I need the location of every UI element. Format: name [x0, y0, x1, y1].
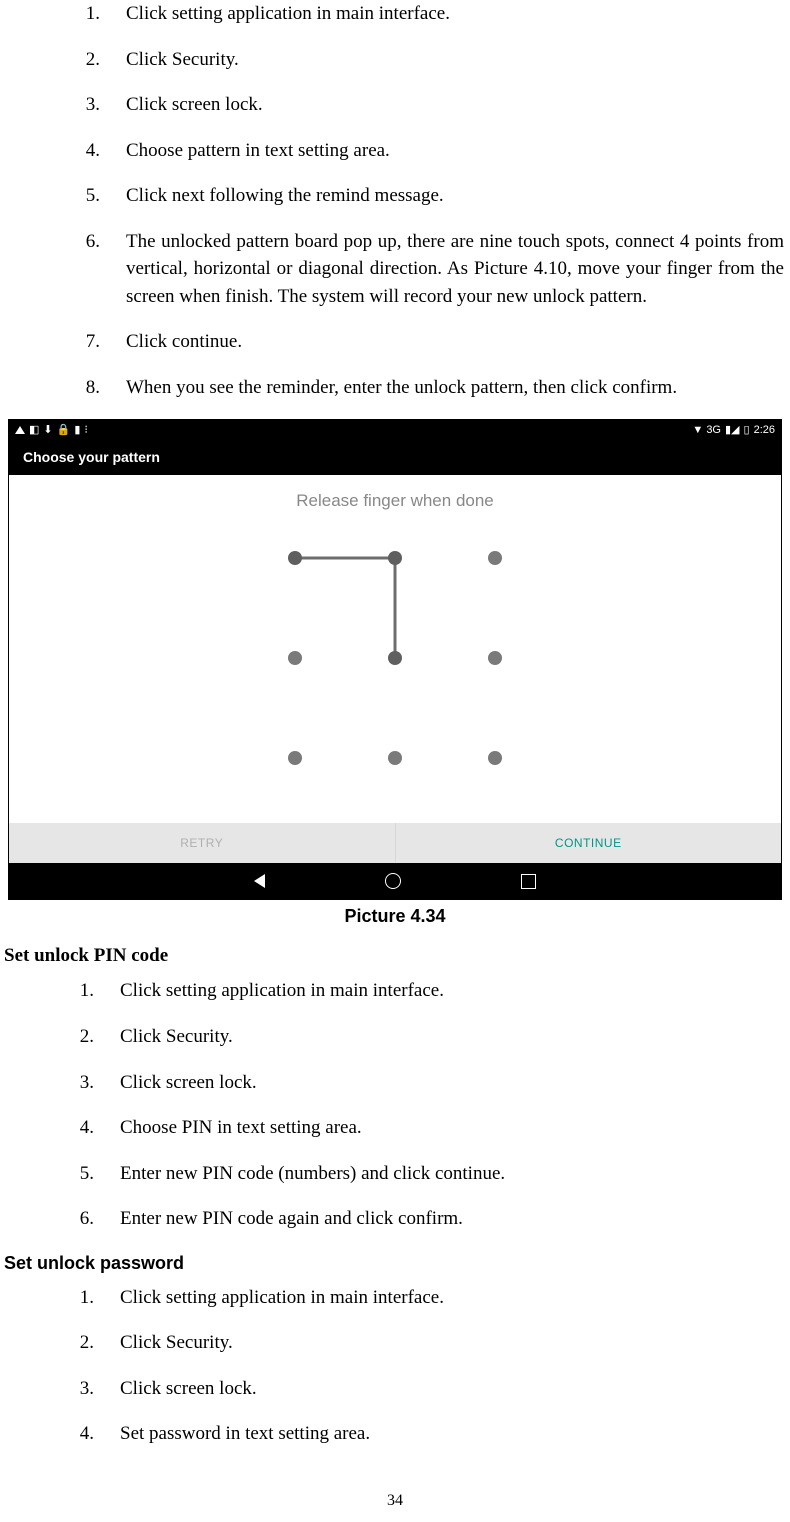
list-text: Click setting application in main interf… — [120, 1284, 444, 1312]
list-num: 3. — [0, 1069, 120, 1097]
pattern-steps-list: 1.Click setting application in main inte… — [0, 0, 790, 419]
list-num: 1. — [0, 1284, 120, 1312]
download-icon: ⬇ — [43, 425, 52, 436]
list-text: Enter new PIN code again and click confi… — [120, 1205, 463, 1233]
pattern-dot[interactable] — [488, 751, 502, 765]
lock-icon: 🔒 — [57, 425, 71, 436]
pattern-dot[interactable] — [388, 651, 402, 665]
password-heading: Set unlock password — [0, 1251, 790, 1284]
list-text: Choose PIN in text setting area. — [120, 1114, 362, 1142]
android-nav-bar — [9, 863, 781, 899]
list-num: 5. — [0, 182, 126, 210]
status-icon: ◧ — [29, 425, 39, 436]
screen-title: Choose your pattern — [9, 440, 781, 475]
pin-steps-list: 1.Click setting application in main inte… — [0, 977, 790, 1250]
list-num: 8. — [0, 374, 126, 402]
list-num: 7. — [0, 328, 126, 356]
status-bar: ◧ ⬇ 🔒 ▮ ⁝ ▼ 3G ▮◢ ▯ 2:26 — [9, 420, 781, 440]
list-num: 6. — [0, 1205, 120, 1233]
continue-button[interactable]: CONTINUE — [395, 823, 782, 863]
pattern-dot[interactable] — [288, 651, 302, 665]
battery-icon: ▮ — [74, 425, 80, 436]
list-num: 3. — [0, 1375, 120, 1403]
battery-icon: ▯ — [744, 425, 750, 436]
list-text: Set password in text setting area. — [120, 1420, 370, 1448]
list-num: 4. — [0, 1114, 120, 1142]
list-num: 1. — [0, 0, 126, 28]
list-text: Click Security. — [120, 1329, 233, 1357]
list-num: 5. — [0, 1160, 120, 1188]
warning-icon — [15, 426, 25, 434]
list-text: When you see the reminder, enter the unl… — [126, 374, 787, 402]
pattern-dot[interactable] — [288, 551, 302, 565]
signal-icon: ▼ 3G — [692, 425, 721, 436]
list-text: Click continue. — [126, 328, 787, 356]
pattern-grid[interactable] — [265, 533, 525, 783]
pin-heading: Set unlock PIN code — [0, 941, 790, 977]
list-text: The unlocked pattern board pop up, there… — [126, 228, 787, 311]
list-text: Enter new PIN code (numbers) and click c… — [120, 1160, 505, 1188]
figure-caption: Picture 4.34 — [0, 900, 790, 941]
list-text: Click setting application in main interf… — [126, 0, 787, 28]
android-pattern-screenshot: ◧ ⬇ 🔒 ▮ ⁝ ▼ 3G ▮◢ ▯ 2:26 Choose your pat… — [8, 419, 782, 900]
list-num: 2. — [0, 1329, 120, 1357]
list-num: 2. — [0, 1023, 120, 1051]
recent-icon[interactable] — [521, 874, 536, 889]
pattern-dot[interactable] — [388, 751, 402, 765]
list-text: Choose pattern in text setting area. — [126, 137, 787, 165]
list-num: 4. — [0, 1420, 120, 1448]
pattern-dot[interactable] — [288, 751, 302, 765]
action-buttons: RETRY CONTINUE — [9, 823, 781, 863]
list-num: 2. — [0, 46, 126, 74]
hint-text: Release finger when done — [9, 475, 781, 533]
pattern-dot[interactable] — [488, 551, 502, 565]
pattern-dot[interactable] — [488, 651, 502, 665]
list-num: 4. — [0, 137, 126, 165]
list-num: 6. — [0, 228, 126, 311]
status-left-icons: ◧ ⬇ 🔒 ▮ ⁝ — [15, 425, 88, 436]
list-text: Click screen lock. — [126, 91, 787, 119]
home-icon[interactable] — [385, 873, 401, 889]
retry-button[interactable]: RETRY — [9, 823, 395, 863]
password-steps-list: 1.Click setting application in main inte… — [0, 1284, 790, 1466]
list-text: Click screen lock. — [120, 1375, 257, 1403]
list-text: Click setting application in main interf… — [120, 977, 444, 1005]
pattern-dot[interactable] — [388, 551, 402, 565]
back-icon[interactable] — [254, 874, 265, 888]
list-num: 1. — [0, 977, 120, 1005]
more-icon: ⁝ — [84, 425, 88, 436]
status-right: ▼ 3G ▮◢ ▯ 2:26 — [692, 424, 775, 436]
list-text: Click Security. — [126, 46, 787, 74]
page-number: 34 — [0, 1466, 790, 1510]
list-text: Click next following the remind message. — [126, 182, 787, 210]
list-num: 3. — [0, 91, 126, 119]
list-text: Click Security. — [120, 1023, 233, 1051]
clock: 2:26 — [754, 424, 775, 436]
list-text: Click screen lock. — [120, 1069, 257, 1097]
signal-bars-icon: ▮◢ — [725, 425, 740, 436]
